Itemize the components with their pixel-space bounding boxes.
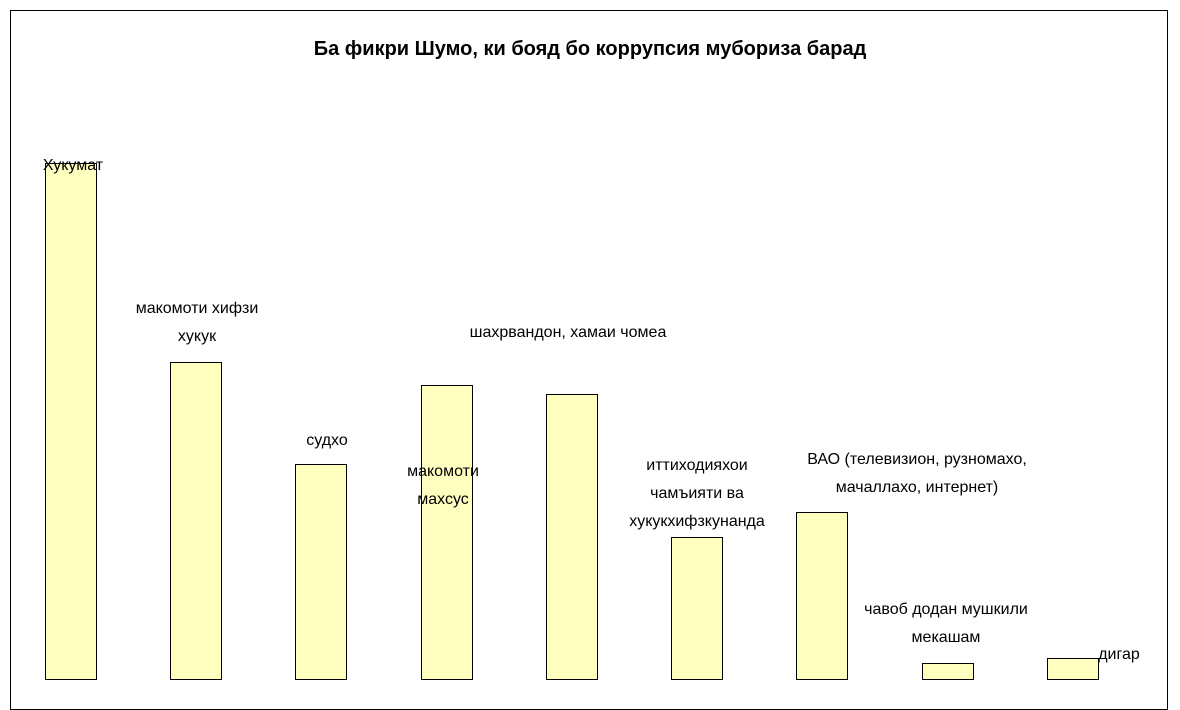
bar-label: Хукумат <box>42 157 104 174</box>
bar <box>1047 658 1100 680</box>
bar <box>545 394 598 680</box>
chart-title: Ба фикри Шумо, ки бояд бо коррупсия мубо… <box>313 38 867 60</box>
bar-label: шахрвандон, хамаи чомеа <box>469 324 667 341</box>
bar-label: иттиходияхои чамъияти ва хукукхифзкунанд… <box>629 457 765 530</box>
bar <box>295 464 348 680</box>
bar-label: ВАО (телевизион, рузномахо, мачаллахо, и… <box>807 451 1027 496</box>
bar <box>420 385 473 680</box>
bar <box>671 537 724 680</box>
bar <box>921 663 974 680</box>
bar <box>169 362 222 680</box>
bar-label: чавоб додан мушкили мекашам <box>864 601 1028 646</box>
page: {"chart_data": {"type": "bar", "title": … <box>10 10 1168 710</box>
bar-label: дигар <box>1098 646 1140 663</box>
bar <box>44 163 97 680</box>
bar <box>796 512 849 680</box>
bar-label: судхо <box>306 432 348 449</box>
bar-label: макомоти махсус <box>407 463 479 508</box>
bar-label: макомоти хифзи хукук <box>135 300 259 345</box>
